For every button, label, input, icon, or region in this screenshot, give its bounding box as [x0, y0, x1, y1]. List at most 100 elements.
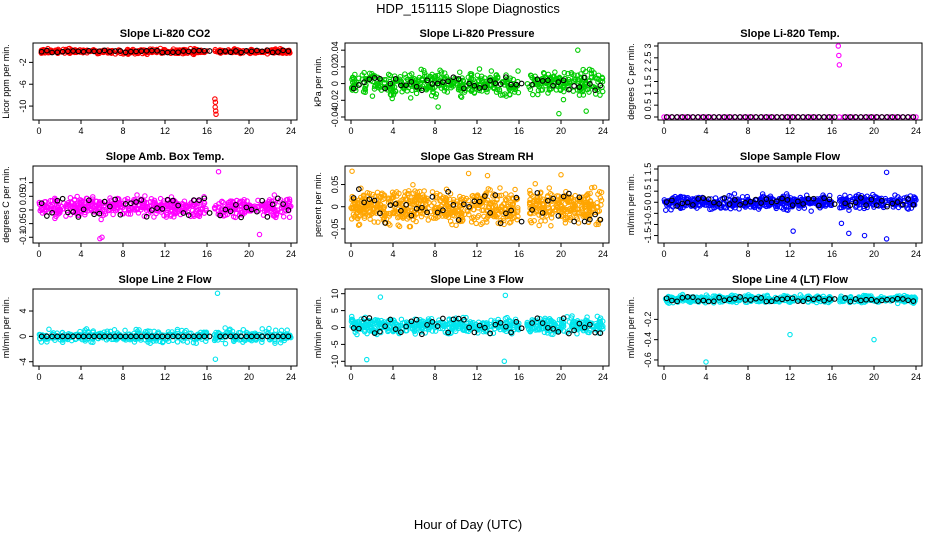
mean-point: [413, 205, 420, 212]
mean-point: [408, 78, 415, 85]
mean-point: [356, 186, 362, 192]
data-point: [512, 316, 519, 323]
x-tick-label: 0: [348, 372, 353, 382]
mean-point: [445, 188, 451, 195]
mean-point: [54, 49, 61, 56]
mean-point: [413, 83, 420, 90]
x-tick-label: 4: [78, 372, 83, 382]
data-point: [40, 49, 47, 55]
data-point: [567, 214, 574, 221]
mean-point: [201, 333, 208, 340]
mean-point: [222, 48, 229, 54]
data-points: [348, 47, 606, 117]
data-point: [504, 314, 510, 321]
mean-point: [259, 197, 265, 204]
data-point: [457, 193, 463, 200]
mean-point: [44, 333, 50, 340]
data-point: [88, 339, 94, 345]
data-point: [421, 196, 427, 203]
mean-point: [217, 212, 223, 219]
x-tick-label: 8: [432, 126, 437, 136]
mean-point: [455, 76, 462, 82]
data-point: [362, 85, 368, 92]
data-point: [595, 221, 601, 227]
mean-point: [387, 202, 394, 208]
mean-point: [429, 81, 436, 87]
mean-point: [356, 82, 362, 88]
y-tick-label: -0.5: [643, 206, 653, 222]
data-point: [578, 71, 584, 77]
mean-point: [434, 323, 441, 329]
mean-point: [440, 207, 446, 214]
data-point: [378, 191, 385, 198]
mean-point: [768, 199, 775, 206]
y-tick-label: 0: [330, 325, 340, 330]
x-tick-label: 12: [785, 126, 795, 136]
data-point: [438, 69, 445, 75]
data-point: [458, 321, 465, 327]
mean-point: [789, 202, 796, 208]
y-tick-label: 2.5: [643, 52, 653, 65]
x-tick-label: 8: [120, 249, 125, 259]
mean-point: [576, 194, 583, 201]
data-point: [412, 331, 419, 337]
outlier-point: [835, 43, 842, 49]
data-point: [487, 187, 493, 193]
data-point: [547, 190, 554, 197]
mean-point: [545, 77, 551, 84]
mean-point: [497, 220, 504, 226]
data-point: [93, 198, 99, 205]
mean-point: [732, 197, 738, 203]
mean-point: [503, 74, 509, 81]
mean-point: [91, 211, 97, 218]
mean-point: [742, 199, 749, 206]
data-point: [451, 213, 457, 219]
data-point: [174, 201, 180, 207]
x-tick-label: 4: [390, 249, 395, 259]
x-tick-label: 16: [827, 126, 837, 136]
x-tick-label: 20: [869, 126, 879, 136]
x-tick-label: 20: [556, 249, 566, 259]
data-point: [668, 207, 674, 213]
outlier-point: [377, 294, 384, 300]
data-point: [588, 208, 594, 215]
y-tick-label: -4: [18, 358, 28, 366]
y-axis-label: degrees C per min.: [1, 166, 11, 243]
data-point: [236, 211, 243, 218]
mean-point: [726, 114, 733, 120]
mean-point: [684, 114, 691, 120]
x-tick-label: 0: [661, 126, 666, 136]
data-point: [411, 328, 418, 335]
data-point: [355, 222, 362, 228]
data-point: [197, 206, 204, 213]
data-point: [539, 198, 545, 204]
data-point: [773, 205, 779, 212]
data-point: [527, 190, 533, 197]
mean-point: [86, 197, 92, 204]
y-axis-label: degrees C per min.: [626, 43, 636, 120]
x-tick-label: 4: [78, 249, 83, 259]
data-point: [829, 114, 835, 120]
outlier-point: [583, 108, 589, 114]
y-axis-label: ml/min per min.: [626, 174, 636, 236]
data-point: [576, 196, 583, 203]
mean-point: [884, 203, 890, 210]
mean-point: [539, 320, 546, 327]
mean-point: [112, 196, 118, 203]
data-point: [272, 340, 278, 346]
mean-point: [705, 114, 712, 120]
data-point: [373, 204, 379, 210]
mean-point: [597, 330, 604, 337]
mean-point: [581, 218, 588, 225]
y-tick-label: 0.05: [18, 188, 28, 206]
data-point: [583, 317, 589, 323]
mean-point: [889, 200, 896, 207]
data-point: [138, 207, 144, 213]
x-tick-label: 20: [244, 249, 254, 259]
mean-point: [663, 114, 670, 120]
data-point: [419, 210, 425, 217]
data-point: [371, 86, 378, 92]
data-point: [501, 221, 507, 228]
data-point: [574, 331, 580, 337]
data-point: [371, 219, 378, 225]
